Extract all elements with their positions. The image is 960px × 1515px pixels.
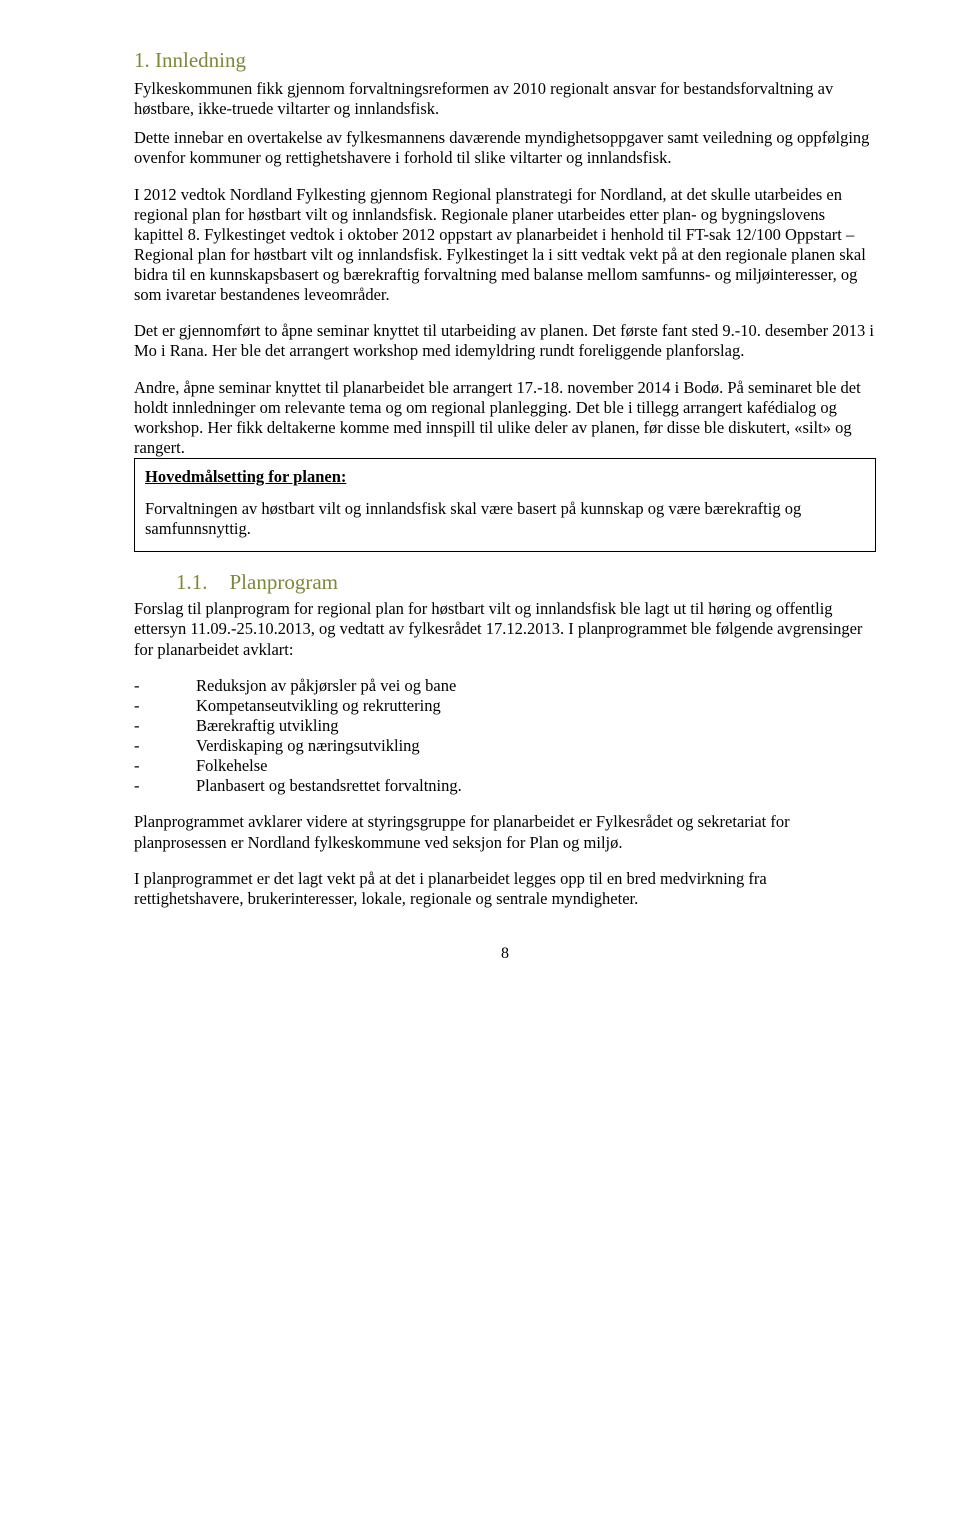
dash-icon: - — [134, 676, 196, 696]
list-item-text: Planbasert og bestandsrettet forvaltning… — [196, 776, 876, 796]
dash-icon: - — [134, 776, 196, 796]
heading-title: Planprogram — [230, 570, 338, 594]
paragraph: I 2012 vedtok Nordland Fylkesting gjenno… — [134, 185, 876, 306]
list-item: -Kompetanseutvikling og rekruttering — [134, 696, 876, 716]
list-item-text: Folkehelse — [196, 756, 876, 776]
heading-number: 1. — [134, 48, 150, 72]
list-item: -Verdiskaping og næringsutvikling — [134, 736, 876, 756]
document-page: 1. Innledning Fylkeskommunen fikk gjenno… — [0, 0, 960, 1003]
list-item: -Reduksjon av påkjørsler på vei og bane — [134, 676, 876, 696]
heading-1-innledning: 1. Innledning — [134, 48, 876, 73]
page-number: 8 — [134, 945, 876, 963]
paragraph: Det er gjennomført to åpne seminar knytt… — [134, 321, 876, 361]
heading-2-planprogram: 1.1. Planprogram — [134, 570, 876, 595]
dash-icon: - — [134, 736, 196, 756]
dash-icon: - — [134, 696, 196, 716]
list-item-text: Verdiskaping og næringsutvikling — [196, 736, 876, 756]
paragraph: Dette innebar en overtakelse av fylkesma… — [134, 128, 876, 168]
paragraph: Forslag til planprogram for regional pla… — [134, 599, 876, 659]
paragraph: Fylkeskommunen fikk gjennom forvaltnings… — [134, 79, 876, 119]
bullet-list: -Reduksjon av påkjørsler på vei og bane … — [134, 676, 876, 797]
box-title: Hovedmålsetting for planen: — [145, 467, 865, 487]
paragraph: Andre, åpne seminar knyttet til planarbe… — [134, 378, 876, 459]
list-item-text: Kompetanseutvikling og rekruttering — [196, 696, 876, 716]
list-item: -Planbasert og bestandsrettet forvaltnin… — [134, 776, 876, 796]
list-item: -Folkehelse — [134, 756, 876, 776]
dash-icon: - — [134, 716, 196, 736]
main-objective-box: Hovedmålsetting for planen: Forvaltninge… — [134, 458, 876, 552]
heading-title: Innledning — [155, 48, 246, 72]
dash-icon: - — [134, 756, 196, 776]
box-text: Forvaltningen av høstbart vilt og innlan… — [145, 499, 865, 539]
list-item: -Bærekraftig utvikling — [134, 716, 876, 736]
list-item-text: Reduksjon av påkjørsler på vei og bane — [196, 676, 876, 696]
paragraph: Planprogrammet avklarer videre at styrin… — [134, 812, 876, 852]
list-item-text: Bærekraftig utvikling — [196, 716, 876, 736]
paragraph: I planprogrammet er det lagt vekt på at … — [134, 869, 876, 909]
heading-number: 1.1. — [176, 570, 208, 594]
